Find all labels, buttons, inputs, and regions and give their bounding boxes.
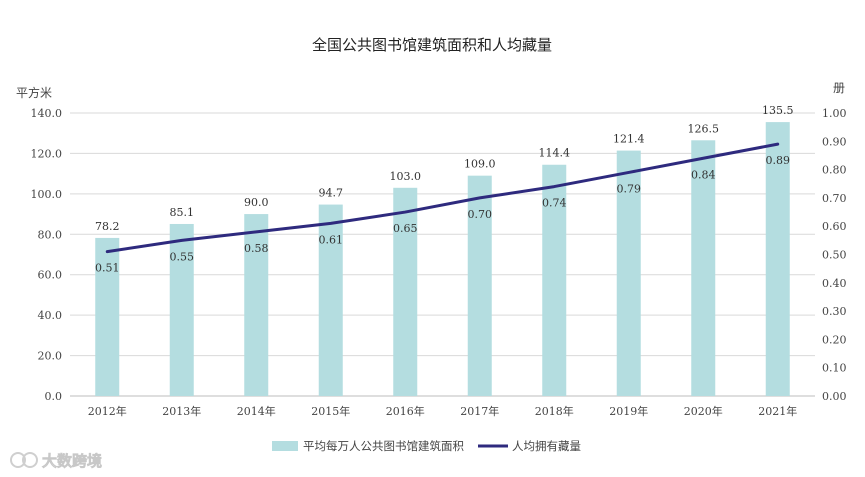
left-axis-unit: 平方米 (16, 85, 52, 100)
watermark-logo-icon (10, 452, 38, 468)
bar (318, 204, 343, 396)
bar-value-label: 135.5 (762, 104, 794, 117)
bar-series (95, 122, 790, 396)
x-tick-label: 2014年 (237, 404, 276, 418)
gridlines (70, 112, 815, 397)
line-value-label: 0.74 (542, 197, 567, 210)
line-value-label: 0.51 (95, 262, 120, 275)
line-value-label: 0.55 (170, 250, 195, 263)
line-value-label: 0.58 (244, 242, 269, 255)
left-tick-label: 140.0 (31, 107, 63, 120)
bar-value-label: 78.2 (95, 220, 120, 233)
line-value-label: 0.65 (393, 222, 418, 235)
legend: 平均每万人公共图书馆建筑面积 人均拥有藏量 (272, 439, 581, 453)
left-axis-ticks: 0.0 20.0 40.0 60.0 80.0 100.0 120.0 140.0 (31, 107, 63, 403)
line-value-label: 0.61 (319, 233, 344, 246)
chart-title: 全国公共图书馆建筑面积和人均藏量 (312, 36, 552, 54)
line-path (105, 142, 780, 254)
legend-bar-swatch (272, 441, 298, 451)
bar-value-label: 90.0 (244, 196, 269, 209)
x-tick-label: 2016年 (386, 404, 425, 418)
x-tick-label: 2012年 (88, 404, 127, 418)
right-tick-label: 0.70 (822, 192, 847, 205)
right-tick-label: 0.60 (822, 220, 847, 233)
line-data-labels: 0.51 0.55 0.58 0.61 0.65 0.70 0.74 0.79 0.84 0.89 (95, 154, 790, 275)
watermark-text: 大数跨境 (42, 452, 102, 470)
right-tick-label: 0.30 (822, 305, 847, 318)
left-tick-label: 60.0 (38, 269, 63, 282)
left-tick-label: 80.0 (38, 228, 63, 241)
right-axis-ticks: 0.00 0.10 0.20 0.30 0.40 0.50 0.60 0.70 0.80 0.90… (822, 107, 847, 403)
bar-value-label: 103.0 (390, 170, 422, 183)
line-value-label: 0.84 (691, 168, 716, 181)
left-tick-label: 0.0 (45, 390, 63, 403)
watermark: 大数跨境 (10, 452, 102, 470)
line-value-label: 0.70 (468, 208, 493, 221)
x-tick-label: 2015年 (311, 404, 350, 418)
bar-value-label: 114.4 (539, 147, 571, 160)
line-value-label: 0.79 (617, 182, 642, 195)
x-tick-label: 2021年 (758, 404, 797, 418)
right-tick-label: 0.20 (822, 333, 847, 346)
bar (765, 122, 790, 396)
bar-value-label: 94.7 (319, 187, 344, 200)
right-tick-label: 0.40 (822, 277, 847, 290)
bar (244, 214, 269, 396)
bar (169, 223, 194, 396)
left-tick-label: 100.0 (31, 188, 63, 201)
bar (542, 164, 567, 396)
x-tick-label: 2013年 (162, 404, 201, 418)
left-tick-label: 40.0 (38, 309, 63, 322)
left-tick-label: 20.0 (38, 350, 63, 363)
bar-value-label: 85.1 (170, 206, 195, 219)
line-series (105, 142, 780, 254)
legend-bar-label: 平均每万人公共图书馆建筑面积 (303, 439, 464, 453)
x-axis-ticks: 2012年 2013年 2014年 2015年 2016年 2017年 2018年 2019年… (88, 404, 798, 418)
left-tick-label: 120.0 (31, 147, 63, 160)
right-tick-label: 0.80 (822, 164, 847, 177)
bar (691, 140, 716, 396)
right-tick-label: 0.90 (822, 135, 847, 148)
bar-data-labels: 78.2 85.1 90.0 94.7 103.0 109.0 114.4 121.4 126.… (95, 104, 794, 233)
bar (616, 150, 641, 396)
right-tick-label: 1.00 (822, 107, 847, 120)
right-tick-label: 0.50 (822, 249, 847, 262)
bar (467, 175, 492, 396)
bar-value-label: 126.5 (688, 122, 720, 135)
line-value-label: 0.89 (766, 154, 791, 167)
x-tick-label: 2019年 (609, 404, 648, 418)
bar (95, 237, 120, 396)
x-tick-label: 2018年 (535, 404, 574, 418)
x-tick-label: 2020年 (684, 404, 723, 418)
bar-value-label: 121.4 (613, 133, 645, 146)
bar (393, 187, 418, 396)
legend-line-label: 人均拥有藏量 (512, 439, 581, 453)
right-tick-label: 0.10 (822, 362, 847, 375)
right-axis-unit: 册 (833, 81, 845, 95)
bar-value-label: 109.0 (464, 158, 496, 171)
right-tick-label: 0.00 (822, 390, 847, 403)
x-tick-label: 2017年 (460, 404, 499, 418)
